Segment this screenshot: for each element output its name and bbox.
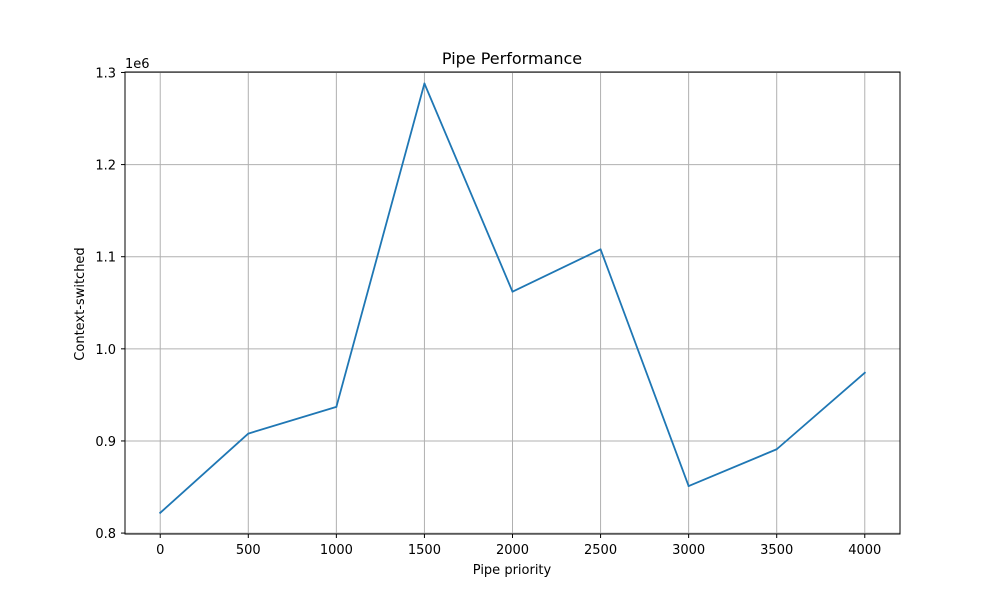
x-tick-label: 2000 xyxy=(496,543,529,558)
data-point xyxy=(599,248,602,251)
data-point xyxy=(687,485,690,487)
chart-title: Pipe Performance xyxy=(442,49,582,68)
x-tick-label: 3000 xyxy=(672,543,705,558)
x-tick-label: 0 xyxy=(156,543,164,558)
x-tick-label: 4000 xyxy=(848,543,881,558)
data-point xyxy=(247,432,250,435)
data-point xyxy=(863,371,866,374)
x-axis-label: Pipe priority xyxy=(473,563,552,578)
ticks: 0 500 1000 1500 2000 2500 3000 3500 4000 0.8 0.9 1.… xyxy=(95,66,881,558)
y-axis-label: Context-switched xyxy=(73,247,88,360)
x-tick-label: 2500 xyxy=(584,543,617,558)
y-tick-label: 1.3 xyxy=(95,66,116,81)
data-point xyxy=(423,82,426,85)
x-tick-label: 3500 xyxy=(760,543,793,558)
y-tick-label: 0.8 xyxy=(95,527,116,542)
x-tick-label: 1000 xyxy=(320,543,353,558)
data-point xyxy=(511,290,514,293)
y-tick-label: 1.1 xyxy=(95,251,116,266)
x-tick-label: 500 xyxy=(236,543,261,558)
data-point xyxy=(335,405,338,408)
y-tick-label: 1.2 xyxy=(95,159,116,174)
grid xyxy=(125,71,900,534)
y-tick-label: 0.9 xyxy=(95,435,116,450)
y-tick-label: 1.0 xyxy=(95,343,116,358)
x-tick-label: 1500 xyxy=(408,543,441,558)
series-layer xyxy=(158,82,867,515)
y-axis-offset-label: 1e6 xyxy=(125,57,150,72)
data-point xyxy=(159,511,162,514)
data-point xyxy=(775,448,778,451)
